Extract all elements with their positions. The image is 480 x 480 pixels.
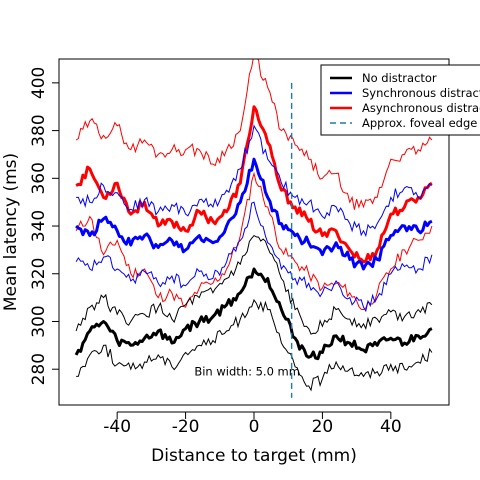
series-no_distractor xyxy=(74,234,433,392)
y-tick-label: 360 xyxy=(29,162,49,194)
legend-box xyxy=(320,64,480,136)
x-tick-label: 20 xyxy=(312,417,334,437)
y-tick-label: 340 xyxy=(29,210,49,242)
x-axis-title: Distance to target (mm) xyxy=(151,446,357,466)
series-synchronous-upper-band xyxy=(76,124,433,238)
y-tick-label: 320 xyxy=(29,258,49,290)
legend-label-no-distractor: No distractor xyxy=(362,71,437,85)
series-layer xyxy=(74,59,433,392)
legend-label-asynchronous: Asynchronous distractor xyxy=(362,101,480,115)
series-no_distractor-lower-band xyxy=(76,298,433,392)
y-axis-title: Mean latency (ms) xyxy=(1,153,21,311)
series-asynchronous-lower-band xyxy=(75,171,433,311)
series-no_distractor-upper-band xyxy=(75,234,433,335)
series-asynchronous-upper-band xyxy=(75,59,433,210)
bin-width-annotation: Bin width: 5.0 mm xyxy=(194,365,300,379)
legend: No distractor Synchronous distractor Asy… xyxy=(320,64,480,136)
y-axis: 280 300 320 340 360 380 400 xyxy=(29,67,60,385)
x-tick-label: -40 xyxy=(103,417,131,437)
y-tick-label: 380 xyxy=(29,114,49,146)
x-axis: -40 -20 0 20 40 xyxy=(103,411,402,437)
x-tick-label: -20 xyxy=(172,417,200,437)
x-tick-label: 0 xyxy=(249,417,260,437)
series-asynchronous-mean-line xyxy=(75,105,433,264)
y-tick-label: 280 xyxy=(29,353,49,385)
series-synchronous xyxy=(75,124,433,313)
y-tick-label: 400 xyxy=(29,67,49,99)
legend-label-synchronous: Synchronous distractor xyxy=(362,86,480,100)
series-asynchronous xyxy=(75,59,433,311)
series-synchronous-lower-band xyxy=(75,201,433,313)
legend-label-foveal-edge: Approx. foveal edge xyxy=(362,116,477,130)
series-no_distractor-mean-line xyxy=(74,267,433,361)
y-tick-label: 300 xyxy=(29,305,49,337)
x-tick-label: 40 xyxy=(380,417,402,437)
series-synchronous-mean-line xyxy=(75,157,433,271)
